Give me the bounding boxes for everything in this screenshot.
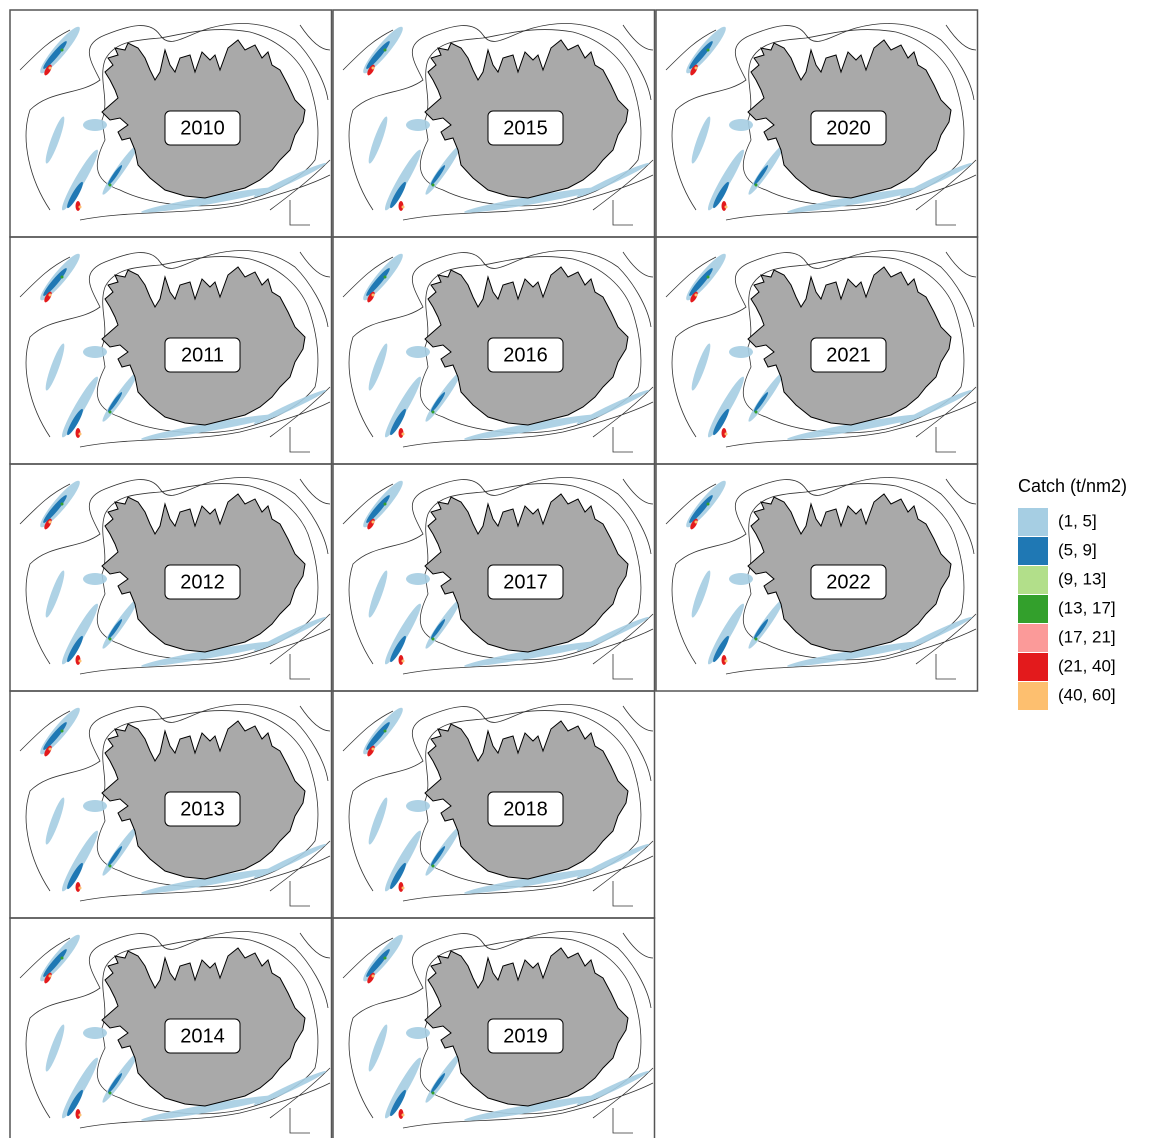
legend-label: (13, 17] [1058, 598, 1116, 617]
map-panel: 2019 [332, 917, 656, 1143]
map-panel: 2013 [9, 690, 333, 919]
legend-swatch [1018, 595, 1048, 623]
map-panel: 2017 [332, 463, 656, 692]
legend-label: (5, 9] [1058, 540, 1097, 559]
legend-label: (1, 5] [1058, 511, 1097, 530]
legend-label: (21, 40] [1058, 656, 1116, 675]
panel-label: 2019 [503, 1025, 548, 1047]
legend-label: (17, 21] [1058, 627, 1116, 646]
map-panel: 2020 [655, 9, 979, 238]
legend-swatch [1018, 566, 1048, 594]
panel-label: 2017 [503, 571, 548, 593]
map-panel: 2011 [9, 236, 333, 465]
panel-label: 2016 [503, 344, 548, 366]
map-panel: 2014 [9, 917, 333, 1143]
panel-label: 2022 [826, 571, 871, 593]
panel-label: 2013 [180, 798, 225, 820]
legend-label: (40, 60] [1058, 685, 1116, 704]
map-panel: 2016 [332, 236, 656, 465]
legend-swatch [1018, 653, 1048, 681]
map-panel: 2022 [655, 463, 979, 692]
legend-swatch [1018, 624, 1048, 652]
panel-label: 2021 [826, 344, 871, 366]
panel-label: 2014 [180, 1025, 225, 1047]
panel-label: 2012 [180, 571, 225, 593]
map-panel: 2010 [9, 9, 333, 238]
panels: 2010 2011 2012 2013 2014 2015 2016 2017 2018 2019… [9, 9, 979, 1143]
panel-label: 2018 [503, 798, 548, 820]
legend-title: Catch (t/nm2) [1018, 476, 1127, 496]
map-panel: 2018 [332, 690, 656, 919]
map-panel: 2021 [655, 236, 979, 465]
legend: (1, 5] (5, 9] (9, 13] (13, 17] (17, 21] (21, … [1018, 508, 1116, 710]
legend-swatch [1018, 508, 1048, 536]
panel-label: 2020 [826, 117, 871, 139]
map-panel: 2012 [9, 463, 333, 692]
legend-swatch [1018, 537, 1048, 565]
legend-swatch [1018, 682, 1048, 710]
panel-label: 2015 [503, 117, 548, 139]
legend-label: (9, 13] [1058, 569, 1106, 588]
panel-label: 2011 [181, 344, 224, 366]
map-panel: 2015 [332, 9, 656, 238]
panel-label: 2010 [180, 117, 225, 139]
